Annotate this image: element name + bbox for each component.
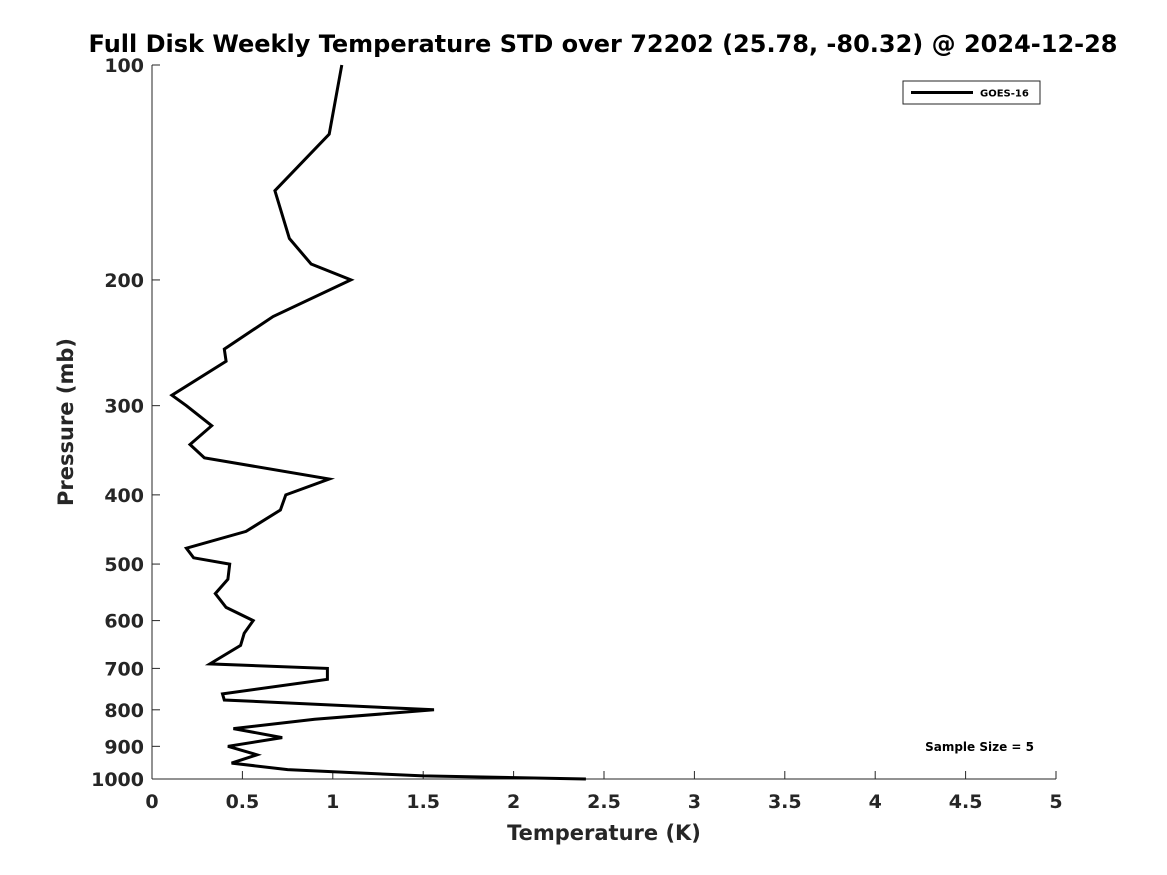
- x-axis-label: Temperature (K): [507, 821, 701, 845]
- y-tick-label: 600: [104, 611, 144, 633]
- y-tick-label: 1000: [91, 769, 144, 791]
- y-tick-label: 200: [104, 270, 144, 292]
- x-tick-label: 0: [145, 791, 158, 813]
- x-tick-label: 3: [688, 791, 701, 813]
- x-tick-label: 4.5: [949, 791, 983, 813]
- x-tick-label: 4: [869, 791, 882, 813]
- y-tick-label: 900: [104, 736, 144, 758]
- y-tick-label: 300: [104, 396, 144, 418]
- axes: 0 0.5 1 1.5 2 2.5 3 3.5 4 4.5 5 100 200 300 400 500 600 7…: [91, 55, 1063, 813]
- y-tick-label: 700: [104, 658, 144, 680]
- chart-title: Full Disk Weekly Temperature STD over 72…: [89, 30, 1118, 58]
- sample-size-annotation: Sample Size = 5: [925, 740, 1034, 754]
- y-axis-label: Pressure (mb): [54, 338, 78, 506]
- y-tick-label: 100: [104, 55, 144, 77]
- x-tick-label: 1: [326, 791, 339, 813]
- y-tick-label: 500: [104, 554, 144, 576]
- y-tick-label: 800: [104, 700, 144, 722]
- x-tick-label: 2: [507, 791, 520, 813]
- legend: GOES-16: [902, 80, 1041, 105]
- legend-label: GOES-16: [980, 89, 1029, 100]
- x-tick-label: 2.5: [587, 791, 621, 813]
- x-tick-label: 3.5: [768, 791, 802, 813]
- series-layer: [169, 64, 586, 781]
- y-tick-label: 400: [104, 485, 144, 507]
- x-tick-label: 5: [1049, 791, 1062, 813]
- series-line-goes-16: [169, 64, 586, 781]
- x-tick-label: 1.5: [406, 791, 440, 813]
- x-tick-label: 0.5: [226, 791, 260, 813]
